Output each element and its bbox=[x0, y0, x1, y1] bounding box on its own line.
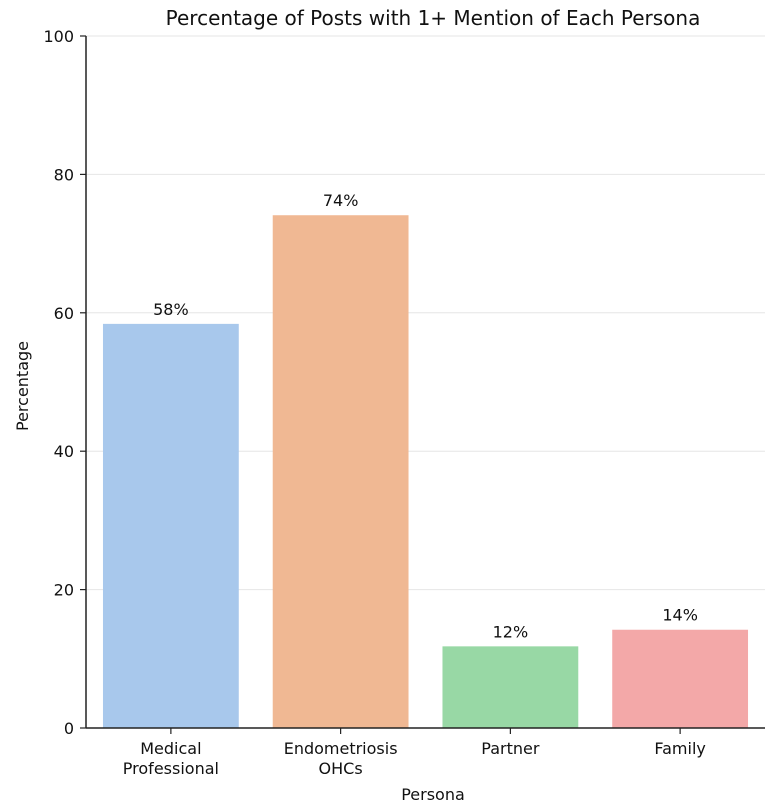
x-tick-label-2: Partner bbox=[481, 739, 540, 758]
axes bbox=[85, 36, 765, 729]
y-tick-label-60: 60 bbox=[54, 304, 74, 323]
bar-3 bbox=[612, 629, 749, 728]
data-labels: 58% 74% 12% 14% bbox=[153, 191, 698, 641]
x-tick-label-0: Medical Professional bbox=[123, 739, 219, 778]
bars bbox=[102, 215, 749, 728]
bar-1 bbox=[272, 215, 409, 728]
x-tick-label-1: Endometriosis OHCs bbox=[284, 739, 398, 778]
y-ticks: 0 20 40 60 80 100 bbox=[43, 27, 86, 738]
bar-0 bbox=[102, 323, 239, 728]
y-tick-label-0: 0 bbox=[64, 719, 74, 738]
x-tick-label-3: Family bbox=[654, 739, 705, 758]
x-ticks: Medical Professional Endometriosis OHCs Part… bbox=[123, 728, 706, 778]
x-axis-title: Persona bbox=[401, 785, 465, 804]
y-tick-label-80: 80 bbox=[54, 165, 74, 184]
y-tick-label-20: 20 bbox=[54, 581, 74, 600]
chart-title: Percentage of Posts with 1+ Mention of E… bbox=[166, 6, 701, 30]
data-label-1: 74% bbox=[323, 191, 359, 210]
data-label-0: 58% bbox=[153, 300, 189, 319]
data-label-2: 12% bbox=[493, 622, 529, 641]
data-label-3: 14% bbox=[662, 606, 698, 625]
y-tick-label-100: 100 bbox=[43, 27, 74, 46]
y-tick-label-40: 40 bbox=[54, 442, 74, 461]
y-axis-title: Percentage bbox=[13, 341, 32, 431]
bar-2 bbox=[442, 646, 579, 728]
